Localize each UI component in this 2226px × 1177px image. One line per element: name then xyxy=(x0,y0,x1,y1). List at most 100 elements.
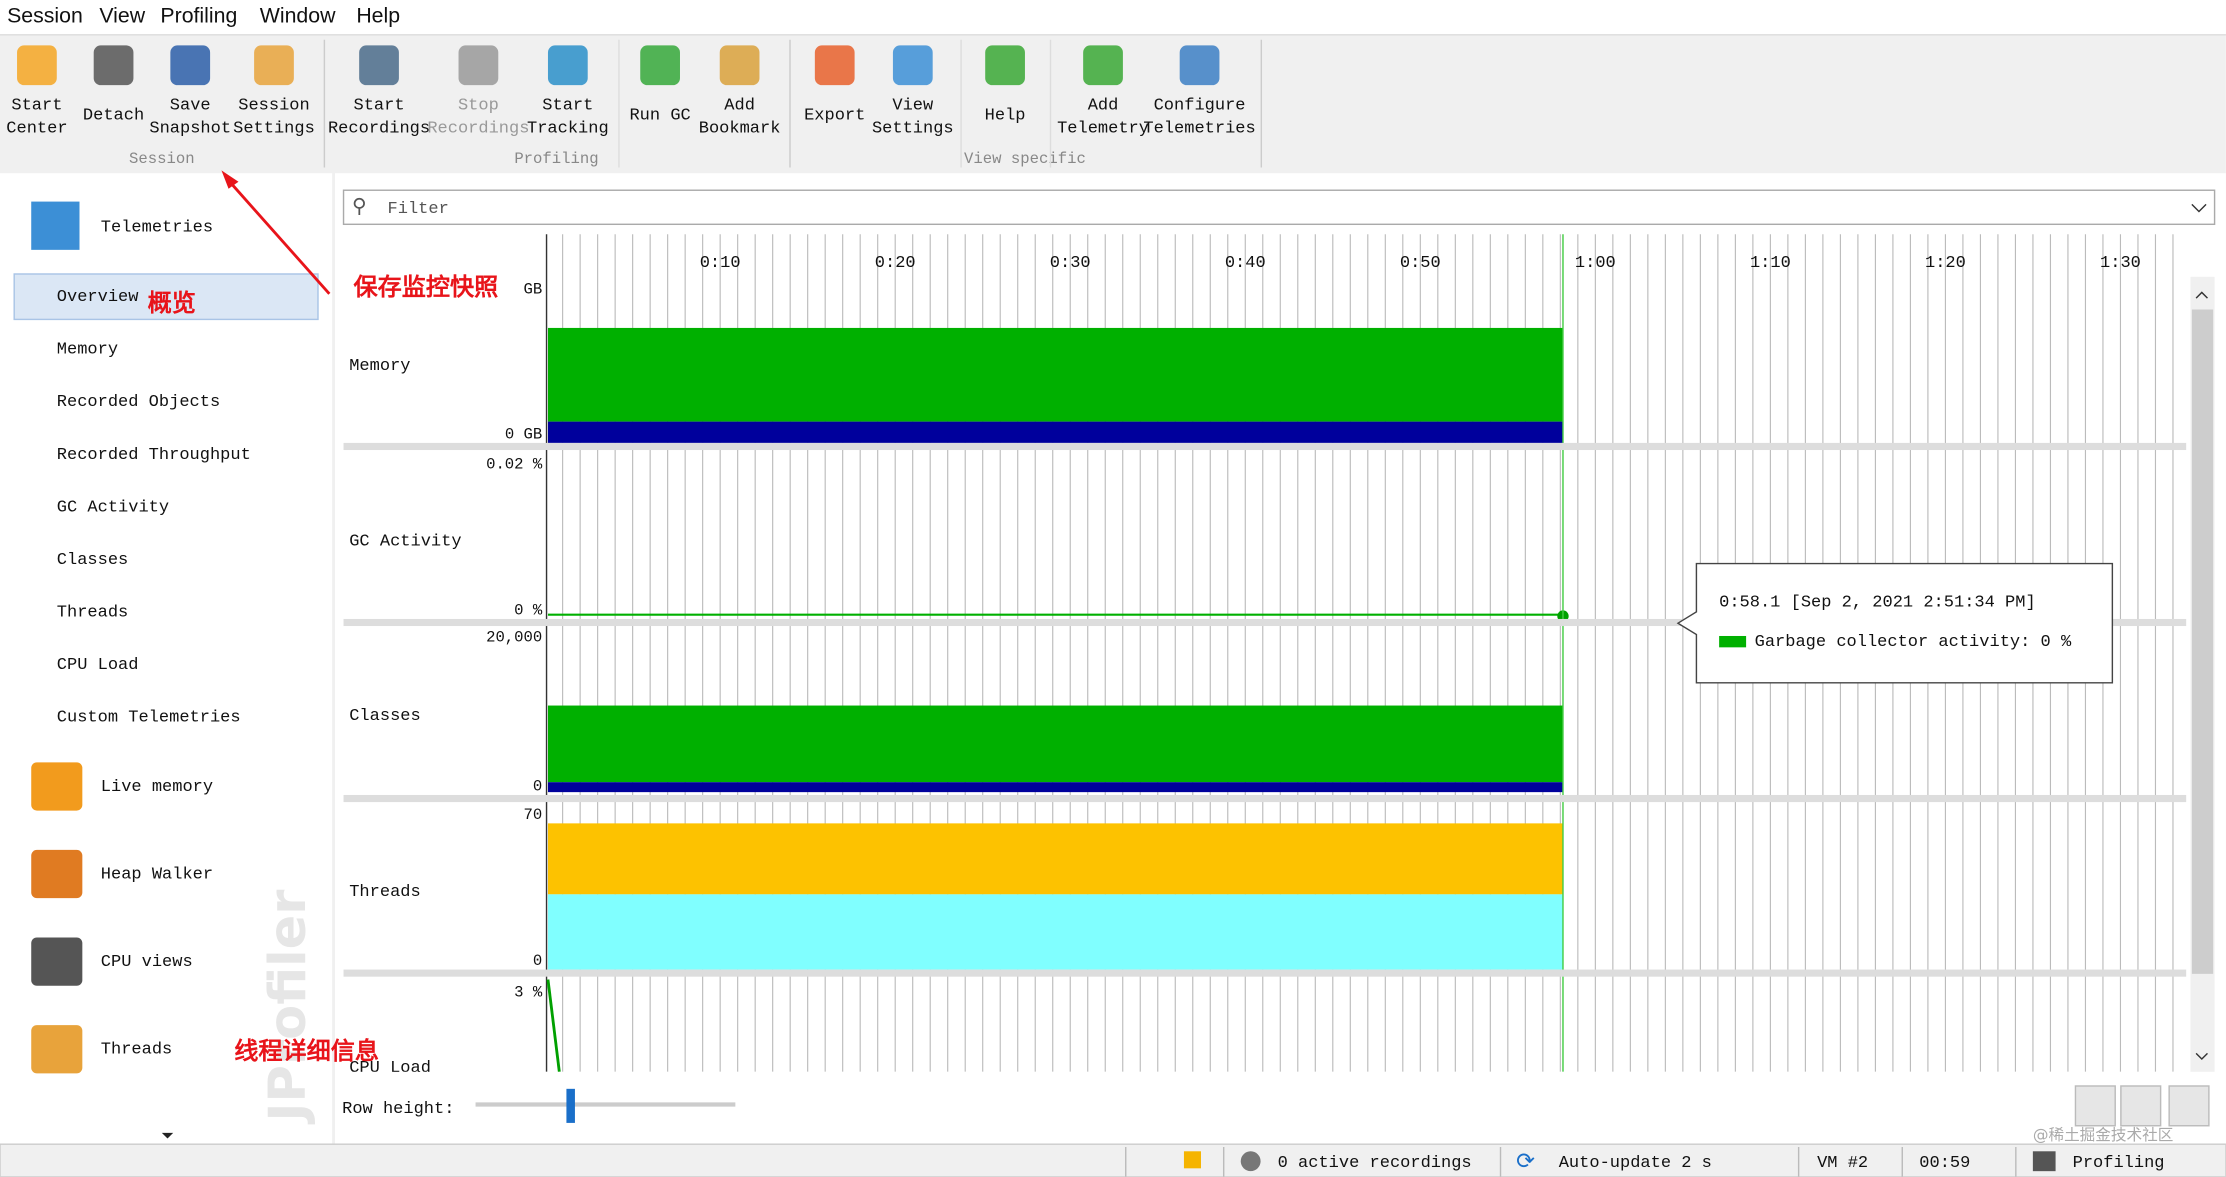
scroll-thumb[interactable] xyxy=(2191,309,2214,974)
dropdown-arrow[interactable] xyxy=(2191,203,2207,213)
button-label[interactable]: View xyxy=(892,97,934,116)
row-separator xyxy=(343,794,2187,803)
button-label[interactable]: Settings xyxy=(233,119,315,138)
button-icon[interactable] xyxy=(985,45,1025,86)
button-label[interactable]: Settings xyxy=(872,119,954,138)
button-label[interactable]: Recordings xyxy=(427,119,529,138)
scroll-down[interactable] xyxy=(2195,1052,2208,1061)
button-label[interactable]: Configure xyxy=(1154,97,1246,116)
button-label[interactable]: Add xyxy=(724,97,755,116)
sidebar-section[interactable]: CPU views xyxy=(101,953,193,972)
button-icon[interactable] xyxy=(719,45,760,86)
status-text: 00:59 xyxy=(1919,1154,1970,1173)
sidebar-item[interactable]: Recorded Throughput xyxy=(57,446,251,465)
axis-min: 0 % xyxy=(514,602,543,620)
expand-arrow[interactable] xyxy=(161,1132,174,1139)
status-bar xyxy=(0,1143,2226,1177)
sidebar-section[interactable]: Threads xyxy=(101,1041,172,1060)
row-height-label: Row height: xyxy=(342,1100,454,1119)
button-icon[interactable] xyxy=(1083,45,1123,86)
tooltip-box xyxy=(1676,562,2114,684)
sidebar-item[interactable]: GC Activity xyxy=(57,498,169,517)
menu-item[interactable]: View xyxy=(99,4,145,28)
group-label: View specific xyxy=(964,150,1086,168)
record-icon xyxy=(1240,1151,1261,1172)
sidebar-section[interactable]: Heap Walker xyxy=(101,866,213,885)
time-tick-label: 1:30 xyxy=(2100,254,2141,273)
menu-item[interactable]: Help xyxy=(356,4,400,28)
menu-item[interactable]: Profiling xyxy=(160,4,237,28)
button-label[interactable]: Add xyxy=(1088,97,1119,116)
sidebar-item[interactable]: Overview xyxy=(57,288,139,307)
tooltip-swatch xyxy=(1719,635,1747,648)
row-label: Threads xyxy=(349,883,420,902)
button-icon[interactable] xyxy=(892,45,933,86)
memory-free xyxy=(547,421,1563,443)
button-icon[interactable] xyxy=(359,45,399,86)
filter-placeholder[interactable]: Filter xyxy=(388,200,449,219)
button-icon[interactable] xyxy=(458,45,499,86)
telemetries-icon xyxy=(31,201,80,250)
zoom-button[interactable] xyxy=(2120,1085,2162,1127)
button-icon[interactable] xyxy=(547,45,588,86)
button-icon[interactable] xyxy=(17,45,57,86)
sidebar-item[interactable]: Custom Telemetries xyxy=(57,708,241,727)
button-label[interactable]: Recordings xyxy=(328,119,430,138)
menu-item[interactable]: Window xyxy=(260,4,336,28)
button-label[interactable]: Start xyxy=(354,97,405,116)
axis-min: 0 xyxy=(533,778,542,796)
row-separator xyxy=(343,969,2187,977)
button-label[interactable]: Start xyxy=(11,97,62,116)
section-icon xyxy=(31,762,83,811)
button-label[interactable]: Help xyxy=(985,106,1026,125)
flag-icon xyxy=(1183,1151,1201,1169)
button-label[interactable]: Snapshot xyxy=(149,119,231,138)
button-icon[interactable] xyxy=(93,45,134,86)
button-icon[interactable] xyxy=(814,45,855,86)
scroll-up[interactable] xyxy=(2195,291,2208,299)
button-label[interactable]: Stop xyxy=(458,97,499,116)
time-tick-label: 0:50 xyxy=(1400,254,1441,273)
section-icon xyxy=(31,1025,83,1074)
threads-runnable xyxy=(547,894,1563,970)
sidebar-item[interactable]: Recorded Objects xyxy=(57,393,220,412)
menu-item[interactable]: Session xyxy=(7,4,83,28)
sidebar-item[interactable]: Classes xyxy=(57,551,128,570)
sidebar-item[interactable]: Memory xyxy=(57,341,118,360)
button-label[interactable]: Save xyxy=(170,97,211,116)
button-label[interactable]: Session xyxy=(238,97,309,116)
row-separator xyxy=(343,618,2187,627)
credit: @稀土掘金技术社区 xyxy=(2033,1126,2173,1144)
button-label[interactable]: Bookmark xyxy=(699,119,781,138)
threads-waiting xyxy=(547,823,1563,895)
sidebar-section[interactable]: Live memory xyxy=(101,778,213,797)
button-icon[interactable] xyxy=(640,45,680,86)
section-icon xyxy=(31,849,83,899)
button-label[interactable]: Center xyxy=(6,119,67,138)
button-icon[interactable] xyxy=(254,45,294,86)
button-label[interactable]: Tracking xyxy=(527,119,609,138)
zoom-button[interactable] xyxy=(2168,1085,2210,1127)
button-label[interactable]: Detach xyxy=(83,106,144,125)
sidebar-item[interactable]: CPU Load xyxy=(57,656,139,675)
button-label[interactable]: Telemetries xyxy=(1143,119,1255,138)
status-text: 0 active recordings xyxy=(1278,1154,1472,1173)
button-icon[interactable] xyxy=(170,45,211,86)
zoom-button[interactable] xyxy=(2074,1085,2116,1127)
selected-item xyxy=(13,273,319,321)
button-label[interactable]: Export xyxy=(804,106,865,125)
filter-box[interactable] xyxy=(342,189,2216,226)
status-text[interactable]: Auto-update 2 s xyxy=(1559,1154,1712,1173)
sidebar-header[interactable]: Telemetries xyxy=(101,219,213,238)
annotation: 线程详细信息 xyxy=(234,1037,379,1065)
sidebar-item[interactable]: Threads xyxy=(57,603,128,622)
time-tick-label: 0:10 xyxy=(700,254,741,273)
button-icon[interactable] xyxy=(1179,45,1220,86)
button-label[interactable]: Start xyxy=(542,97,593,116)
time-tick-label: 1:10 xyxy=(1750,254,1791,273)
button-label[interactable]: Run GC xyxy=(629,106,690,125)
button-label[interactable]: Telemetry xyxy=(1057,119,1149,138)
row-label: GC Activity xyxy=(349,532,461,551)
slider-thumb[interactable] xyxy=(566,1088,575,1123)
